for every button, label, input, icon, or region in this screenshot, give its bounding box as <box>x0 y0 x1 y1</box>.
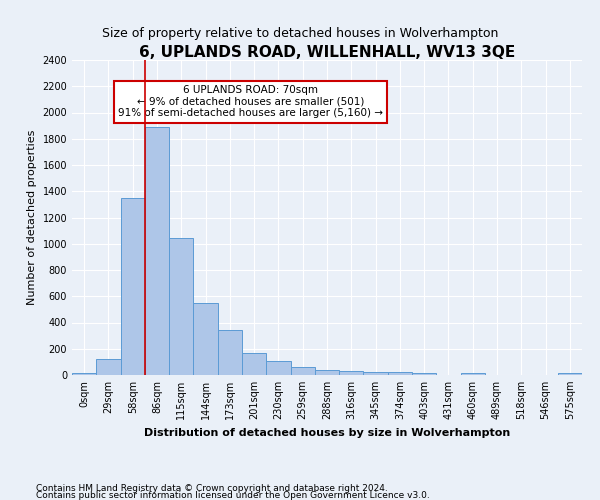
Bar <box>364 372 388 375</box>
Text: Contains HM Land Registry data © Crown copyright and database right 2024.: Contains HM Land Registry data © Crown c… <box>36 484 388 493</box>
Bar <box>290 367 315 375</box>
Bar <box>193 304 218 375</box>
Bar <box>218 330 242 375</box>
Text: Contains public sector information licensed under the Open Government Licence v3: Contains public sector information licen… <box>36 491 430 500</box>
Bar <box>96 358 121 375</box>
Text: Size of property relative to detached houses in Wolverhampton: Size of property relative to detached ho… <box>102 28 498 40</box>
Bar <box>339 371 364 375</box>
Bar <box>412 372 436 375</box>
Y-axis label: Number of detached properties: Number of detached properties <box>27 130 37 305</box>
Bar <box>72 373 96 375</box>
Bar <box>558 373 582 375</box>
Bar <box>461 373 485 375</box>
Title: 6, UPLANDS ROAD, WILLENHALL, WV13 3QE: 6, UPLANDS ROAD, WILLENHALL, WV13 3QE <box>139 45 515 60</box>
Bar <box>315 370 339 375</box>
X-axis label: Distribution of detached houses by size in Wolverhampton: Distribution of detached houses by size … <box>144 428 510 438</box>
Text: 6 UPLANDS ROAD: 70sqm
← 9% of detached houses are smaller (501)
91% of semi-deta: 6 UPLANDS ROAD: 70sqm ← 9% of detached h… <box>118 85 383 118</box>
Bar <box>145 127 169 375</box>
Bar <box>121 198 145 375</box>
Bar <box>242 352 266 375</box>
Bar <box>266 360 290 375</box>
Bar <box>169 238 193 375</box>
Bar <box>388 372 412 375</box>
